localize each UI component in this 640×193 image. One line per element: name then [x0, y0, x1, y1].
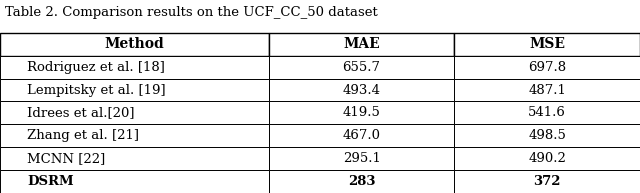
Text: Table 2. Comparison results on the UCF_CC_50 dataset: Table 2. Comparison results on the UCF_C…	[5, 6, 378, 19]
